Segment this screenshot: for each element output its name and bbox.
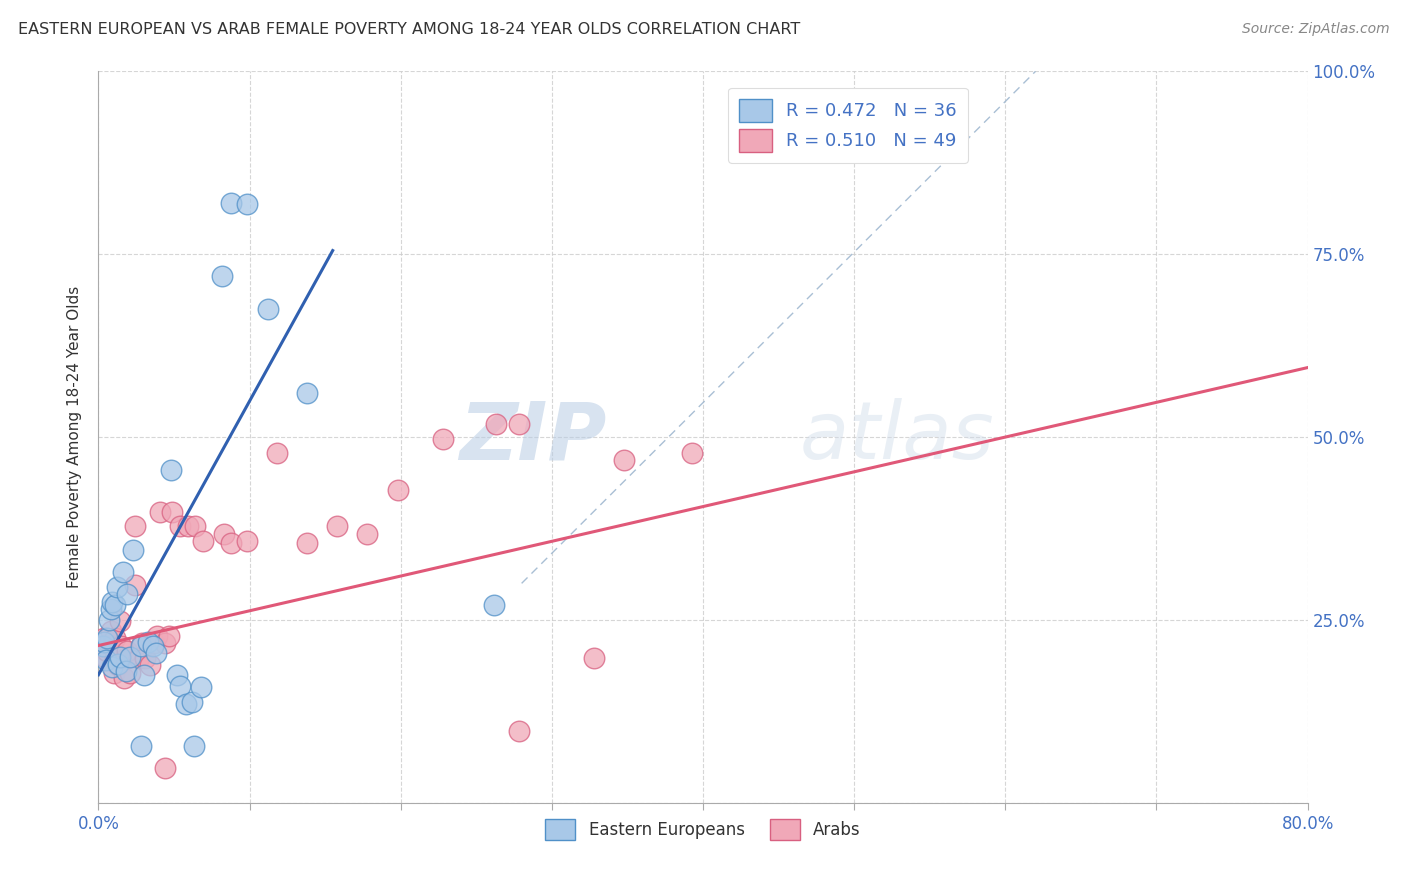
Point bbox=[101, 594, 124, 608]
Point bbox=[115, 643, 138, 657]
Point bbox=[295, 386, 318, 401]
Point bbox=[211, 269, 233, 284]
Point bbox=[149, 505, 172, 519]
Point bbox=[169, 679, 191, 693]
Point bbox=[94, 653, 117, 667]
Point bbox=[153, 761, 176, 775]
Point bbox=[120, 665, 142, 680]
Point bbox=[103, 665, 125, 680]
Point bbox=[111, 566, 134, 580]
Point bbox=[681, 446, 703, 460]
Point bbox=[108, 615, 131, 629]
Point bbox=[91, 642, 114, 657]
Text: EASTERN EUROPEAN VS ARAB FEMALE POVERTY AMONG 18-24 YEAR OLDS CORRELATION CHART: EASTERN EUROPEAN VS ARAB FEMALE POVERTY … bbox=[18, 22, 800, 37]
Y-axis label: Female Poverty Among 18-24 Year Olds: Female Poverty Among 18-24 Year Olds bbox=[67, 286, 83, 588]
Point bbox=[129, 639, 152, 653]
Point bbox=[104, 651, 127, 665]
Point bbox=[266, 446, 288, 460]
Point bbox=[93, 632, 115, 646]
Point bbox=[96, 632, 118, 646]
Point bbox=[432, 432, 454, 446]
Point bbox=[221, 196, 243, 211]
Point bbox=[190, 680, 212, 694]
Point bbox=[120, 649, 142, 664]
Point bbox=[235, 197, 257, 211]
Text: ZIP: ZIP bbox=[458, 398, 606, 476]
Point bbox=[94, 651, 117, 665]
Point bbox=[100, 624, 122, 638]
Point bbox=[104, 632, 127, 646]
Point bbox=[132, 667, 155, 681]
Point bbox=[183, 739, 205, 753]
Point bbox=[145, 646, 167, 660]
Point bbox=[256, 301, 278, 317]
Point bbox=[485, 417, 508, 431]
Point bbox=[212, 526, 235, 541]
Point bbox=[108, 649, 131, 664]
Point bbox=[129, 739, 152, 753]
Point bbox=[101, 639, 124, 653]
Point bbox=[356, 526, 378, 541]
Point bbox=[128, 651, 150, 665]
Point bbox=[105, 580, 128, 594]
Point bbox=[124, 578, 146, 592]
Point bbox=[613, 453, 636, 467]
Point bbox=[114, 651, 136, 665]
Point bbox=[101, 660, 124, 674]
Point bbox=[100, 602, 122, 616]
Point bbox=[174, 697, 197, 711]
Point bbox=[387, 483, 409, 497]
Point bbox=[139, 658, 162, 673]
Point bbox=[326, 519, 349, 533]
Point bbox=[191, 533, 214, 548]
Point bbox=[508, 417, 530, 431]
Point bbox=[166, 667, 188, 681]
Point bbox=[184, 519, 207, 533]
Point bbox=[146, 629, 169, 643]
Point bbox=[143, 636, 166, 650]
Point bbox=[169, 519, 191, 533]
Point bbox=[508, 724, 530, 739]
Point bbox=[176, 519, 198, 533]
Point bbox=[107, 657, 129, 671]
Point bbox=[114, 664, 136, 678]
Point bbox=[136, 635, 159, 649]
Point bbox=[107, 658, 129, 673]
Point bbox=[104, 599, 127, 613]
Text: atlas: atlas bbox=[800, 398, 994, 476]
Point bbox=[142, 639, 165, 653]
Point bbox=[134, 651, 156, 665]
Text: Source: ZipAtlas.com: Source: ZipAtlas.com bbox=[1241, 22, 1389, 37]
Point bbox=[153, 636, 176, 650]
Point bbox=[131, 636, 153, 650]
Point bbox=[181, 695, 204, 709]
Point bbox=[160, 463, 183, 477]
Legend: Eastern Europeans, Arabs: Eastern Europeans, Arabs bbox=[538, 813, 868, 847]
Point bbox=[96, 643, 118, 657]
Point bbox=[162, 505, 184, 519]
Point bbox=[91, 639, 114, 653]
Point bbox=[98, 613, 121, 627]
Point bbox=[221, 536, 243, 550]
Point bbox=[93, 635, 115, 649]
Point bbox=[110, 639, 132, 653]
Point bbox=[115, 587, 138, 601]
Point bbox=[235, 533, 257, 548]
Point bbox=[98, 636, 121, 650]
Point bbox=[112, 672, 135, 686]
Point bbox=[583, 651, 606, 665]
Point bbox=[124, 519, 146, 533]
Point bbox=[159, 629, 181, 643]
Point bbox=[295, 536, 318, 550]
Point bbox=[122, 543, 145, 558]
Point bbox=[484, 599, 506, 613]
